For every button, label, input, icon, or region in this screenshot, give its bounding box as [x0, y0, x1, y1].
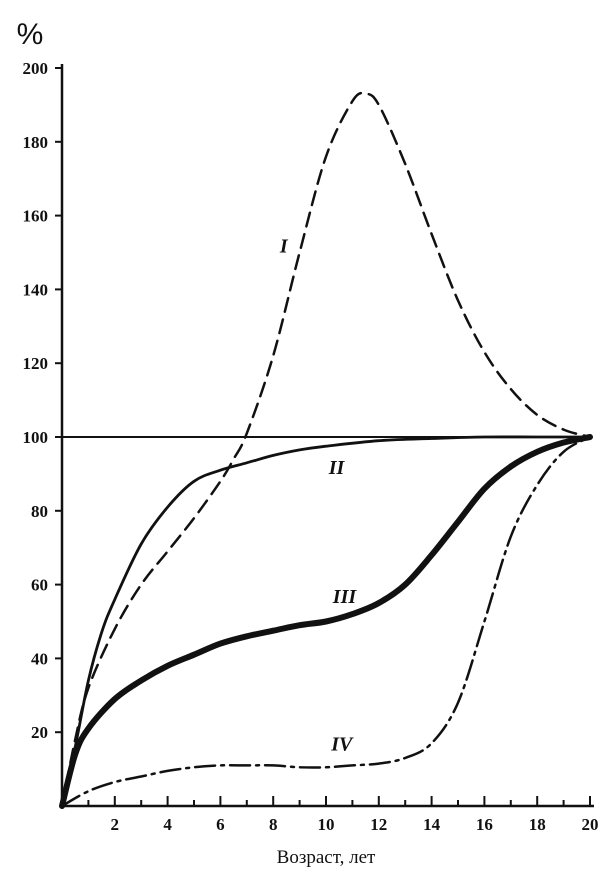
series-label-iv: IV [330, 734, 354, 756]
series-layer [59, 91, 593, 809]
x-tick-label: 6 [216, 815, 225, 834]
y-tick-label: 180 [23, 133, 49, 152]
series-line-ii [60, 435, 592, 808]
y-tick-label: 60 [31, 576, 48, 595]
y-tick-label: 140 [23, 280, 49, 299]
x-tick-label: 10 [318, 815, 335, 834]
x-tick-label: 8 [269, 815, 278, 834]
y-tick-label: 100 [23, 428, 49, 447]
series-label-i: I [279, 236, 289, 258]
y-axis-unit-label: % [17, 18, 44, 51]
series-label-ii: II [328, 457, 346, 479]
y-tick-label: 40 [31, 649, 48, 668]
series-line-iv [60, 435, 592, 808]
y-tick-label: 160 [23, 207, 49, 226]
x-tick-label: 12 [370, 815, 387, 834]
x-tick-label: 14 [423, 815, 441, 834]
ticks-layer: 20 40 60 80 100 120 140 160 180 200 2 4 6 8 10 12 14 16 18… [23, 59, 599, 834]
x-tick-label: 20 [582, 815, 599, 834]
series-line-i [60, 91, 592, 808]
x-axis-label: Возраст, лет [277, 847, 376, 868]
x-tick-label: 16 [476, 815, 493, 834]
x-tick-label: 2 [111, 815, 120, 834]
series-label-iii: III [332, 586, 358, 608]
y-tick-label: 120 [23, 354, 49, 373]
y-tick-label: 20 [31, 723, 48, 742]
x-tick-label: 4 [163, 815, 172, 834]
series-line-iii [59, 434, 593, 809]
y-tick-label: 80 [31, 502, 48, 521]
x-tick-label: 18 [529, 815, 546, 834]
y-tick-label: 200 [23, 59, 49, 78]
